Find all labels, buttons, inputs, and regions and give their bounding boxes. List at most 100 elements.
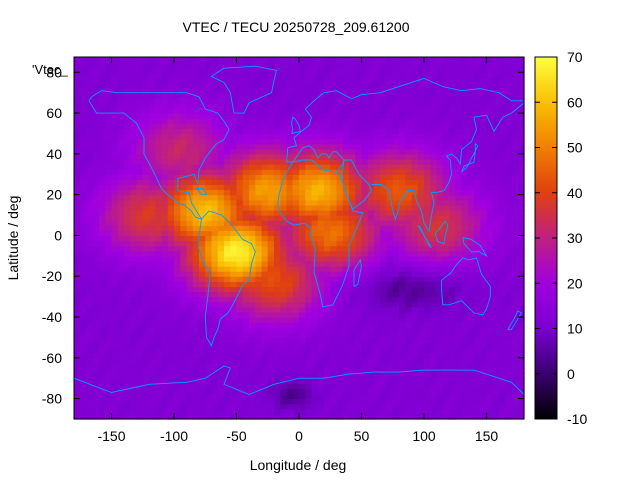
- heatmap-cell: [317, 164, 325, 170]
- heatmap-cell: [317, 138, 325, 145]
- heatmap-cell: [386, 240, 394, 247]
- heatmap-cell: [74, 179, 81, 186]
- heatmap-cell: [430, 102, 438, 109]
- heatmap-cell: [205, 322, 213, 328]
- heatmap-cell: [124, 220, 131, 226]
- heatmap-cell: [217, 306, 225, 313]
- heatmap-cell: [424, 199, 431, 206]
- heatmap-cell: [205, 352, 213, 359]
- heatmap-cell: [436, 388, 444, 395]
- heatmap-cell: [430, 255, 438, 262]
- heatmap-cell: [236, 362, 244, 369]
- heatmap-cell: [505, 184, 513, 191]
- heatmap-cell: [342, 123, 350, 129]
- heatmap-cell: [192, 286, 200, 293]
- heatmap-cell: [105, 342, 113, 349]
- heatmap-cell: [386, 286, 394, 293]
- heatmap-cell: [211, 158, 219, 165]
- heatmap-cell: [105, 317, 113, 323]
- heatmap-cell: [124, 250, 131, 257]
- heatmap-cell: [424, 184, 431, 191]
- heatmap-cell: [124, 337, 131, 344]
- heatmap-cell: [199, 245, 206, 252]
- heatmap-cell: [386, 388, 394, 395]
- heatmap-cell: [92, 281, 100, 288]
- heatmap-cell: [261, 143, 269, 150]
- heatmap-cell: [242, 128, 250, 135]
- heatmap-cell: [80, 143, 88, 150]
- heatmap-cell: [349, 123, 356, 129]
- heatmap-cell: [155, 102, 163, 109]
- heatmap-cell: [242, 245, 250, 252]
- heatmap-cell: [380, 240, 388, 247]
- heatmap-cell: [386, 72, 394, 78]
- heatmap-cell: [480, 209, 488, 216]
- heatmap-cell: [449, 204, 456, 211]
- heatmap-cell: [217, 72, 225, 78]
- heatmap-cell: [305, 107, 313, 114]
- heatmap-cell: [430, 92, 438, 99]
- heatmap-cell: [367, 225, 375, 231]
- heatmap-cell: [299, 148, 306, 155]
- heatmap-cell: [255, 255, 263, 262]
- heatmap-cell: [117, 107, 125, 114]
- heatmap-cell: [311, 215, 319, 221]
- heatmap-cell: [92, 362, 100, 369]
- heatmap-cell: [292, 92, 300, 99]
- heatmap-cell: [349, 378, 356, 384]
- heatmap-cell: [255, 301, 263, 308]
- heatmap-cell: [380, 347, 388, 354]
- heatmap-cell: [180, 398, 188, 405]
- heatmap-cell: [461, 225, 469, 231]
- heatmap-cell: [480, 347, 488, 354]
- heatmap-cell: [342, 194, 350, 201]
- heatmap-cell: [192, 128, 200, 135]
- heatmap-cell: [455, 230, 463, 237]
- heatmap-cell: [86, 327, 94, 333]
- heatmap-cell: [361, 164, 369, 170]
- heatmap-cell: [105, 153, 113, 160]
- heatmap-cell: [449, 357, 456, 364]
- heatmap-cell: [330, 403, 338, 410]
- heatmap-cell: [80, 347, 88, 354]
- heatmap-cell: [136, 194, 144, 201]
- heatmap-cell: [117, 118, 125, 124]
- heatmap-cell: [174, 225, 181, 231]
- heatmap-cell: [374, 368, 381, 374]
- heatmap-cell: [299, 357, 306, 364]
- heatmap-cell: [405, 107, 413, 114]
- heatmap-cell: [361, 373, 369, 379]
- heatmap-cell: [424, 128, 431, 135]
- heatmap-cell: [355, 215, 363, 221]
- heatmap-cell: [292, 107, 300, 114]
- heatmap-cell: [130, 393, 138, 400]
- heatmap-cell: [80, 413, 88, 420]
- heatmap-cell: [324, 255, 331, 262]
- heatmap-cell: [417, 327, 425, 333]
- heatmap-cell: [361, 245, 369, 252]
- heatmap-cell: [142, 72, 150, 78]
- heatmap-cell: [174, 388, 181, 395]
- heatmap-cell: [180, 209, 188, 216]
- heatmap-cell: [380, 102, 388, 109]
- heatmap-cell: [511, 413, 519, 420]
- heatmap-cell: [249, 388, 256, 395]
- heatmap-cell: [386, 133, 394, 140]
- heatmap-cell: [417, 230, 425, 237]
- heatmap-cell: [117, 337, 125, 344]
- heatmap-cell: [199, 174, 206, 180]
- heatmap-cell: [361, 128, 369, 135]
- heatmap-cell: [280, 67, 288, 73]
- heatmap-cell: [492, 174, 500, 180]
- heatmap-cell: [424, 107, 431, 114]
- heatmap-cell: [280, 317, 288, 323]
- heatmap-cell: [217, 317, 225, 323]
- heatmap-cell: [430, 408, 438, 415]
- heatmap-cell: [111, 72, 119, 78]
- heatmap-cell: [130, 189, 138, 196]
- heatmap-cell: [136, 393, 144, 400]
- heatmap-cell: [211, 113, 219, 119]
- heatmap-cell: [399, 118, 406, 124]
- heatmap-cell: [467, 271, 475, 277]
- heatmap-cell: [436, 113, 444, 119]
